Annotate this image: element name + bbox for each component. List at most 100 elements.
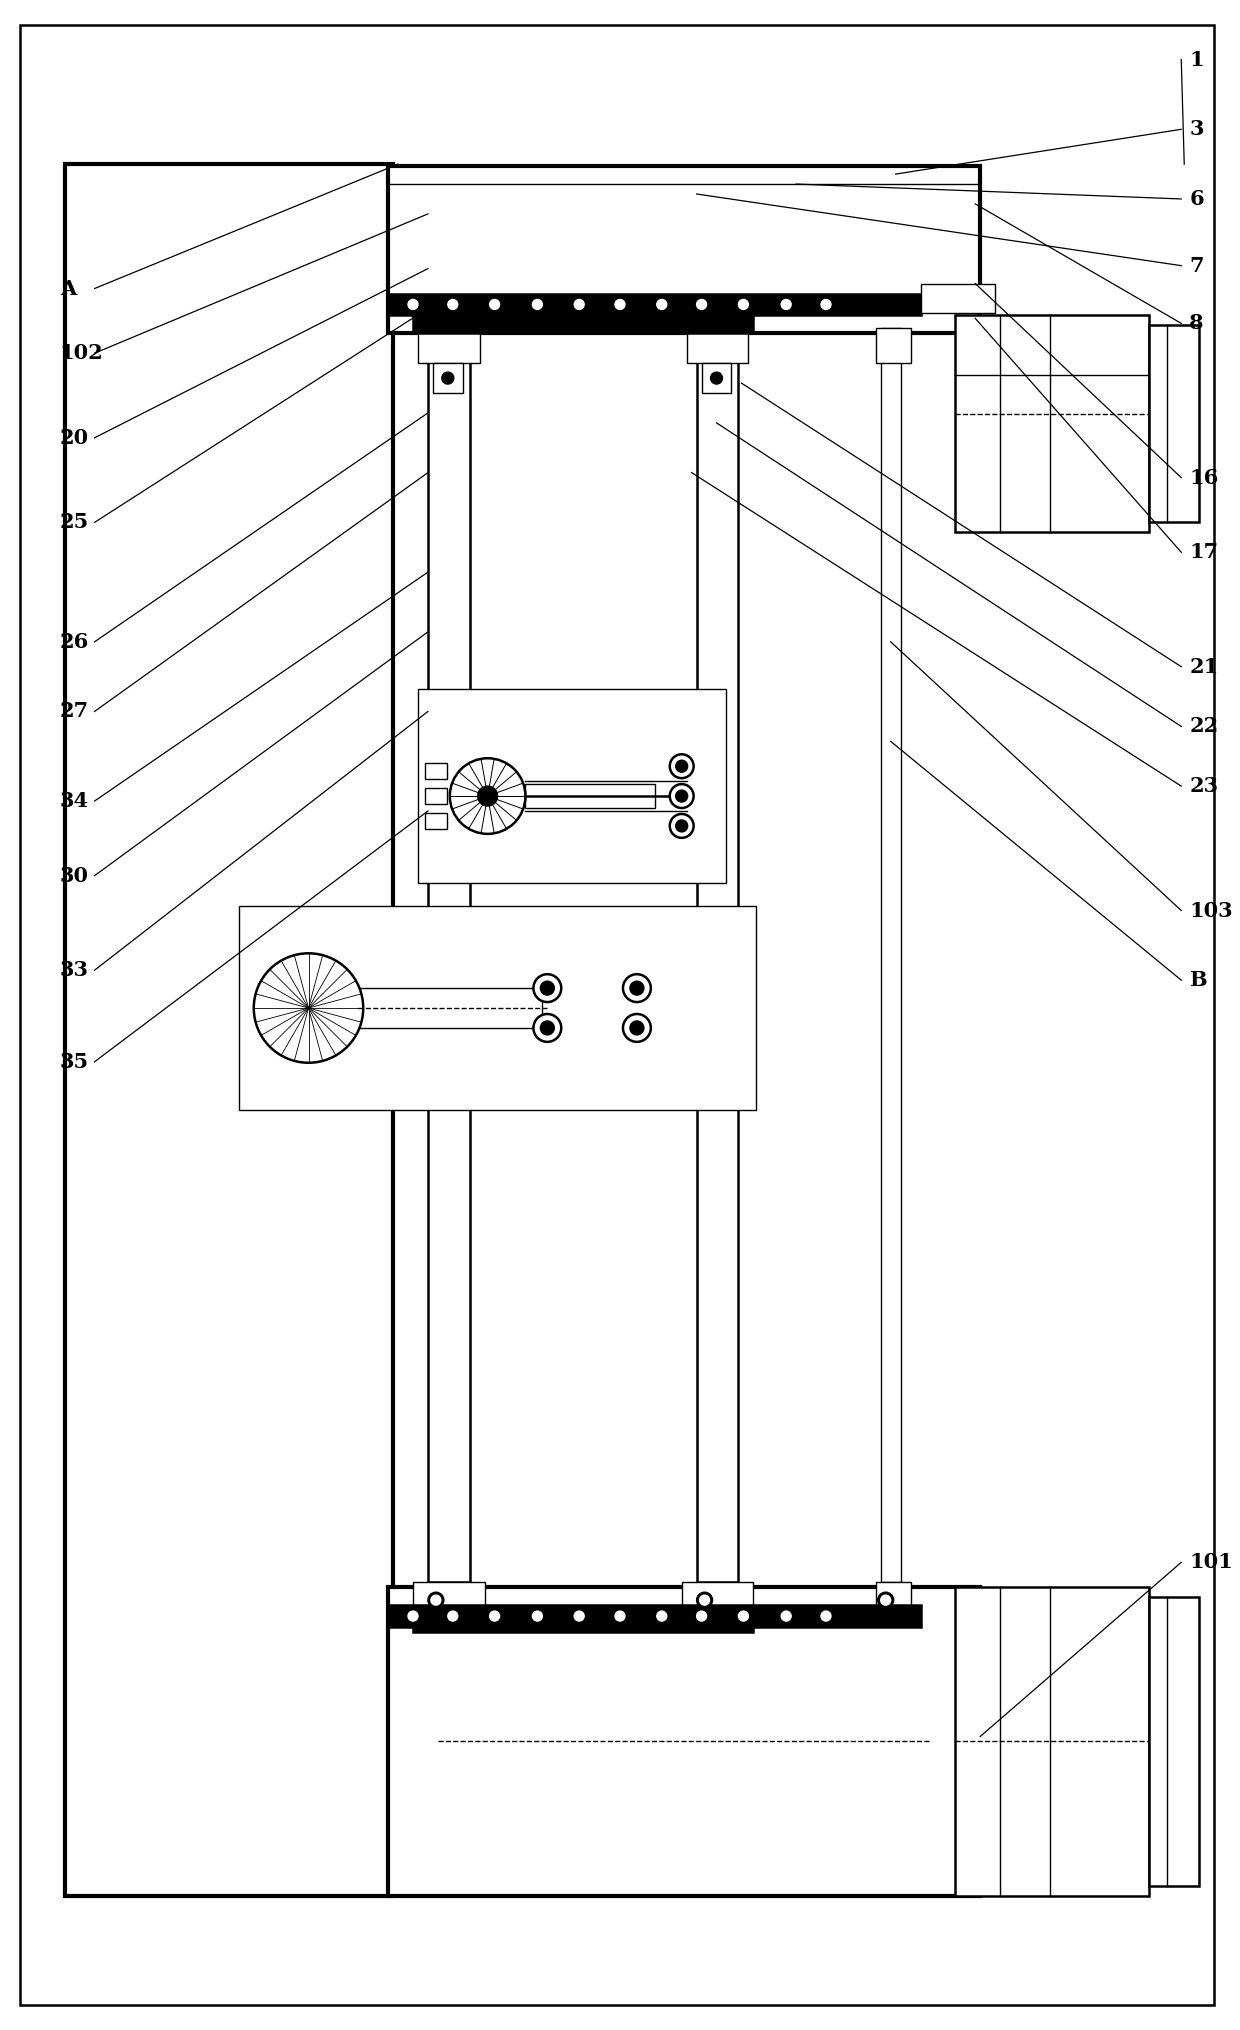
Text: A: A — [60, 278, 76, 298]
Circle shape — [541, 980, 554, 995]
Bar — [955, 1587, 1149, 1896]
Circle shape — [574, 300, 584, 309]
Bar — [702, 363, 732, 394]
Bar — [418, 688, 727, 883]
Circle shape — [441, 371, 454, 384]
Bar — [413, 1614, 754, 1632]
Circle shape — [652, 296, 671, 313]
Circle shape — [777, 1608, 795, 1626]
Bar — [388, 1606, 920, 1626]
Text: 21: 21 — [1189, 656, 1219, 676]
Bar — [425, 763, 446, 780]
Text: 16: 16 — [1189, 467, 1219, 487]
Circle shape — [477, 786, 497, 806]
Circle shape — [486, 1608, 503, 1626]
Circle shape — [676, 790, 688, 802]
Circle shape — [777, 296, 795, 313]
Circle shape — [254, 954, 363, 1064]
Circle shape — [611, 296, 629, 313]
Text: 27: 27 — [60, 702, 89, 721]
Circle shape — [408, 1612, 418, 1622]
Circle shape — [450, 759, 526, 834]
Circle shape — [817, 296, 835, 313]
Text: 7: 7 — [1189, 256, 1204, 276]
Bar — [433, 363, 463, 394]
Bar — [418, 329, 480, 363]
Circle shape — [657, 300, 667, 309]
Circle shape — [878, 1592, 894, 1608]
Bar — [880, 329, 900, 1581]
Circle shape — [444, 1608, 461, 1626]
Text: 30: 30 — [60, 865, 89, 885]
Text: 22: 22 — [1189, 717, 1219, 737]
Bar — [955, 315, 1149, 532]
Bar — [875, 329, 910, 363]
Circle shape — [697, 300, 707, 309]
Circle shape — [490, 1612, 500, 1622]
Text: 17: 17 — [1189, 542, 1219, 562]
Bar — [875, 1581, 910, 1618]
Circle shape — [699, 1596, 709, 1606]
Circle shape — [693, 1608, 711, 1626]
Circle shape — [670, 784, 693, 808]
Text: B: B — [1189, 970, 1207, 991]
Bar — [388, 1587, 981, 1896]
Circle shape — [880, 1596, 890, 1606]
Circle shape — [821, 1612, 831, 1622]
Bar — [388, 166, 981, 333]
Bar — [413, 315, 754, 333]
Circle shape — [432, 1596, 441, 1606]
Text: 102: 102 — [60, 343, 103, 363]
Circle shape — [630, 1021, 644, 1035]
Bar — [388, 294, 920, 315]
Bar — [358, 989, 542, 1027]
Bar — [428, 329, 470, 1581]
Circle shape — [528, 296, 547, 313]
Text: 26: 26 — [60, 631, 89, 652]
Circle shape — [570, 296, 588, 313]
Text: 33: 33 — [60, 960, 89, 980]
Circle shape — [734, 296, 753, 313]
Circle shape — [615, 300, 625, 309]
Circle shape — [444, 296, 461, 313]
Circle shape — [611, 1608, 629, 1626]
Circle shape — [693, 296, 711, 313]
Circle shape — [528, 1608, 547, 1626]
Bar — [1149, 325, 1199, 522]
Circle shape — [676, 820, 688, 832]
Circle shape — [697, 1612, 707, 1622]
Bar — [239, 905, 756, 1110]
Circle shape — [670, 755, 693, 777]
Text: 3: 3 — [1189, 120, 1204, 140]
Circle shape — [622, 974, 651, 1003]
Bar — [697, 329, 738, 1581]
Circle shape — [711, 371, 723, 384]
Bar — [425, 812, 446, 828]
Circle shape — [404, 1608, 422, 1626]
Text: 35: 35 — [60, 1052, 89, 1072]
Text: 103: 103 — [1189, 901, 1233, 920]
Circle shape — [533, 974, 562, 1003]
Circle shape — [490, 300, 500, 309]
Circle shape — [821, 300, 831, 309]
Circle shape — [541, 1021, 554, 1035]
Circle shape — [734, 1608, 753, 1626]
Text: 6: 6 — [1189, 189, 1204, 209]
Bar — [682, 1581, 754, 1618]
Circle shape — [532, 300, 542, 309]
Circle shape — [738, 300, 749, 309]
Circle shape — [532, 1612, 542, 1622]
Circle shape — [697, 1592, 713, 1608]
Bar — [687, 329, 749, 363]
Circle shape — [781, 1612, 791, 1622]
Text: 101: 101 — [1189, 1553, 1233, 1573]
Circle shape — [570, 1608, 588, 1626]
Circle shape — [622, 1015, 651, 1041]
Bar — [413, 1581, 485, 1618]
Text: 20: 20 — [60, 428, 89, 449]
Circle shape — [615, 1612, 625, 1622]
Circle shape — [448, 300, 458, 309]
Circle shape — [652, 1608, 671, 1626]
Circle shape — [676, 761, 688, 771]
Circle shape — [738, 1612, 749, 1622]
